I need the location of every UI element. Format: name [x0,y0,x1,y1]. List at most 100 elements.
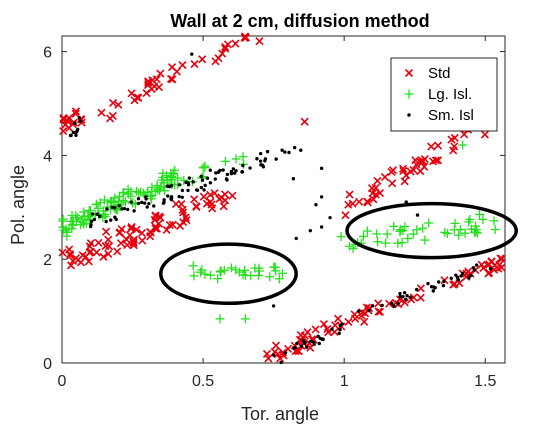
sm-isl-point [442,284,445,287]
sm-isl-point [368,309,371,312]
lg-isl-point [373,237,382,246]
lg-isl-point [393,239,402,248]
lg-isl-point [381,239,390,248]
std-point [200,193,207,200]
sm-isl-point [147,202,150,205]
std-point [193,203,200,210]
lg-isl-point [239,152,248,161]
sm-isl-point [195,188,198,191]
sm-isl-point [118,204,121,207]
legend-label: Std [428,65,451,82]
std-point [169,64,176,71]
sm-isl-point [168,185,171,188]
x-tick-label: 0.5 [192,373,214,390]
lg-isl-point [424,218,433,227]
sm-isl-point [416,213,419,216]
sm-isl-point [132,209,135,212]
sm-isl-point [162,198,165,201]
std-point [191,61,198,68]
std-point [105,236,112,243]
sm-isl-point [170,195,173,198]
std-point [114,248,121,255]
lg-isl-point [403,234,412,243]
std-point [381,174,388,181]
std-point [139,237,146,244]
y-tick-label: 6 [43,45,52,62]
sm-isl-point [380,304,383,307]
lg-isl-point [398,238,407,247]
sm-isl-point [328,216,331,219]
lg-isl-point [454,231,463,240]
sm-isl-point [305,346,308,349]
sm-isl-point [232,167,235,170]
y-tick-label: 0 [43,356,52,373]
sm-isl-point [221,168,224,171]
std-point [229,192,236,199]
sm-isl-point [113,206,116,209]
sm-isl-point [460,274,463,277]
sm-isl-point [259,152,262,155]
sm-isl-point [293,346,296,349]
sm-isl-point [69,134,72,137]
sm-isl-point [248,166,251,169]
lg-isl-point [418,224,427,233]
std-point [256,38,263,45]
std-point [191,196,198,203]
sm-isl-point [143,201,146,204]
std-point [155,84,162,91]
std-point [128,90,135,97]
std-point [179,62,186,69]
y-tick-label: 4 [43,148,52,165]
sm-isl-point [75,129,78,132]
sm-isl-point [454,273,457,276]
sm-isl-point [293,146,296,149]
sm-isl-point [415,288,418,291]
sm-isl-point [303,341,306,344]
sm-isl-point [432,285,435,288]
lg-isl-point [372,229,381,238]
std-point [461,131,468,138]
sm-isl-point [321,337,324,340]
sm-isl-point [209,181,212,184]
sm-isl-point [475,263,478,266]
sm-isl-point [390,302,393,305]
lg-isl-point [200,162,209,171]
sm-isl-point [409,296,412,299]
sm-isl-point [266,150,269,153]
legend-sm-isl-marker [407,113,410,116]
sm-isl-point [78,116,81,119]
sm-isl-point [152,204,155,207]
legend-label: Lg. Isl. [428,86,472,103]
legend: Std Lg. Isl. Sm. Isl [391,58,497,131]
y-tick-label: 2 [43,252,52,269]
std-point [199,56,206,63]
sm-isl-point [200,186,203,189]
sm-isl-point [130,200,133,203]
std-point [59,249,66,256]
sm-isl-point [396,302,399,305]
sm-isl-point [166,194,169,197]
std-point [98,109,105,116]
sm-isl-point [140,201,143,204]
std-point [178,201,185,208]
sm-isl-point [217,171,220,174]
sm-isl-point [203,184,206,187]
sm-isl-point [442,280,445,283]
lg-isl-point [240,266,249,275]
std-point [177,222,184,229]
lg-isl-point [269,263,278,272]
std-point [107,115,114,122]
sm-isl-point [371,304,374,307]
sm-isl-point [90,220,93,223]
lg-isl-point [420,236,429,245]
x-tick-label: 0 [58,373,67,390]
sm-isl-point [309,229,312,232]
lg-isl-point [451,219,460,228]
lg-isl-point [132,187,141,196]
sm-isl-point [401,295,404,298]
std-point [232,40,239,47]
sm-isl-point [93,218,96,221]
std-point [481,131,488,138]
sm-isl-point [392,305,395,308]
sm-isl-point [202,188,205,191]
